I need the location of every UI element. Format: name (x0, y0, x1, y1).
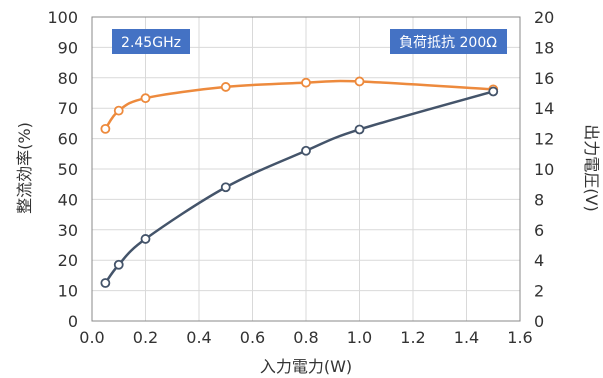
y-left-tick-label: 10 (58, 282, 78, 301)
series-layer (100, 76, 499, 288)
y-right-tick-label: 14 (534, 99, 554, 118)
x-tick-label: 1.4 (454, 328, 479, 347)
y-left-tick-labels: 0 10 20 30 40 50 60 70 80 90 100 (47, 8, 78, 331)
y-right-tick-labels: 0 2 4 6 8 10 12 14 16 18 20 (534, 8, 554, 331)
x-axis-title: 入力電力(W) (260, 357, 352, 376)
y-right-tick-label: 6 (534, 221, 544, 240)
x-tick-labels: 0.0 0.2 0.4 0.6 0.8 1.0 1.2 1.4 1.6 (79, 328, 532, 347)
y-left-tick-label: 70 (58, 99, 78, 118)
data-point (301, 145, 311, 156)
annotation-frequency: 2.45GHz (112, 29, 190, 54)
annotation-load: 負荷抵抗 200Ω (390, 29, 507, 54)
y-left-tick-label: 20 (58, 251, 78, 270)
y-left-tick-label: 80 (58, 69, 78, 88)
grid (91, 16, 521, 322)
y-left-tick-label: 60 (58, 130, 78, 149)
data-point (140, 234, 151, 244)
y-right-tick-label: 2 (534, 282, 544, 301)
series-efficiency (100, 76, 499, 134)
data-point (354, 124, 365, 135)
y-left-tick-label: 50 (58, 160, 78, 179)
data-point (100, 278, 111, 288)
y-right-tick-label: 4 (534, 251, 544, 270)
data-point (113, 259, 124, 270)
y-left-tick-label: 0 (68, 312, 78, 331)
x-tick-label: 0.2 (133, 328, 158, 347)
x-tick-label: 1.2 (400, 328, 425, 347)
data-point (140, 93, 151, 104)
y-right-tick-label: 10 (534, 160, 554, 179)
y-left-tick-label: 30 (58, 221, 78, 240)
y-left-tick-label: 100 (47, 8, 78, 27)
data-point (100, 123, 111, 134)
data-point (488, 86, 499, 97)
y-right-tick-label: 16 (534, 69, 554, 88)
y-left-axis-title: 整流効率(%) (15, 122, 34, 214)
y-right-tick-label: 20 (534, 8, 554, 27)
series-line (104, 90, 494, 284)
series-line (104, 79, 494, 130)
data-point (113, 105, 124, 116)
y-right-tick-label: 12 (534, 130, 554, 149)
data-point (220, 82, 231, 92)
y-right-tick-label: 18 (534, 38, 554, 57)
annotation-load-text: 負荷抵抗 200Ω (399, 35, 497, 51)
x-tick-label: 1.0 (347, 328, 372, 347)
x-tick-label: 0.4 (186, 328, 211, 347)
data-point (301, 77, 311, 88)
y-left-tick-label: 90 (58, 38, 78, 57)
series-output-voltage (100, 86, 499, 288)
y-right-tick-label: 0 (534, 312, 544, 331)
x-tick-label: 1.6 (507, 328, 532, 347)
annotation-frequency-text: 2.45GHz (121, 35, 181, 51)
y-right-tick-label: 8 (534, 190, 544, 209)
data-point (354, 76, 365, 87)
plot-frame (91, 16, 521, 322)
x-tick-label: 0.0 (79, 328, 104, 347)
x-tick-label: 0.6 (240, 328, 265, 347)
y-right-axis-title: 出力電圧(V) (582, 124, 601, 211)
x-tick-label: 0.8 (293, 328, 318, 347)
y-left-tick-label: 40 (58, 190, 78, 209)
data-point (220, 182, 231, 193)
